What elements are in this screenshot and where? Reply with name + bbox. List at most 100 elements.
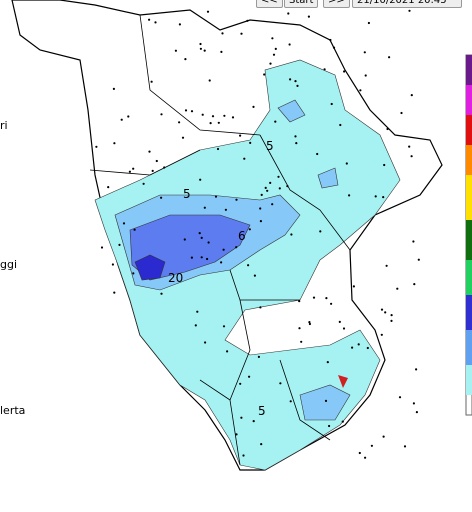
station-dot (288, 43, 291, 46)
station-dot (148, 18, 151, 21)
station-dot (380, 333, 383, 336)
station-dot (120, 118, 123, 121)
station-dot (226, 350, 229, 353)
station-dot (415, 368, 418, 371)
station-dot (323, 68, 326, 71)
station-dot (266, 189, 269, 192)
station-dot (338, 320, 341, 323)
station-dot (386, 127, 389, 131)
station-dot (329, 38, 332, 42)
station-dot (330, 102, 333, 106)
legend-swatch (466, 330, 472, 365)
station-dot (246, 19, 249, 22)
station-dot (271, 203, 274, 206)
station-dot (408, 9, 411, 12)
station-dot (216, 147, 220, 151)
prev-button[interactable]: << (256, 0, 283, 8)
station-dot (163, 166, 166, 169)
station-dot (308, 321, 311, 324)
side-label: ggi (0, 258, 18, 271)
station-dot (127, 115, 130, 118)
station-dot (194, 324, 197, 327)
station-dot (330, 302, 333, 305)
station-dot (184, 58, 187, 61)
station-dot (324, 399, 328, 402)
station-dot (148, 150, 151, 153)
next-button[interactable]: >> (323, 0, 350, 8)
datetime-select[interactable]: 21/10/2021 20:45 (352, 0, 462, 8)
station-dot (220, 261, 223, 264)
station-dot (382, 435, 385, 438)
station-dot (287, 12, 290, 15)
station-dot (128, 170, 131, 173)
station-dot (196, 310, 199, 313)
station-dot (259, 306, 262, 309)
station-dot (184, 109, 188, 112)
station-dot (150, 80, 153, 83)
station-dot (316, 152, 319, 156)
legend-swatch (466, 175, 472, 220)
province-borders (89, 14, 351, 466)
station-dot (209, 122, 212, 125)
rain-very-heavy (134, 254, 166, 281)
station-dot (341, 420, 344, 423)
station-dot (398, 396, 402, 399)
station-dot (203, 206, 206, 209)
station-dot (160, 113, 163, 116)
station-dot (343, 70, 346, 73)
station-dot (300, 340, 303, 343)
station-dot (204, 341, 207, 344)
station-dot (358, 451, 361, 455)
side-label: lerta (0, 404, 26, 417)
station-dot (221, 32, 224, 35)
station-dot (222, 325, 226, 328)
start-button[interactable]: Start (284, 0, 319, 8)
station-dot (190, 110, 194, 113)
location-marker (338, 375, 348, 388)
station-dot (412, 402, 415, 405)
station-dot (260, 193, 263, 196)
station-dot (113, 142, 116, 145)
station-dot (396, 287, 399, 290)
station-dot (351, 346, 354, 349)
station-dot (259, 207, 262, 210)
station-dot (400, 111, 403, 115)
station-dot (269, 181, 272, 184)
station-dot (95, 145, 98, 148)
station-dot (132, 167, 135, 170)
station-dot (132, 272, 135, 275)
station-dot (252, 420, 255, 423)
station-dot (296, 84, 299, 87)
station-dot (248, 375, 251, 378)
station-dot (339, 123, 342, 127)
station-dot (174, 49, 177, 52)
station-dot (206, 10, 210, 13)
station-dot (190, 256, 193, 259)
station-dot (308, 322, 311, 326)
station-dot (239, 134, 242, 137)
station-dot (259, 220, 262, 223)
station-dot (118, 243, 121, 246)
station-dot (271, 37, 274, 40)
station-dot (160, 292, 163, 295)
station-dot (348, 194, 351, 197)
station-dot (312, 296, 316, 299)
legend-swatch (466, 55, 472, 85)
legend-swatch (466, 260, 472, 295)
station-dot (183, 238, 186, 241)
station-dot (374, 195, 377, 198)
station-dot (201, 113, 204, 116)
station-dot (272, 53, 276, 56)
station-dot (181, 136, 185, 139)
station-dot (364, 74, 367, 77)
station-dot (286, 185, 289, 188)
station-dot (415, 411, 418, 414)
station-dot (342, 327, 346, 330)
station-dot (307, 15, 310, 18)
station-dot (223, 114, 226, 117)
station-dot (206, 257, 209, 261)
station-dot (224, 208, 227, 211)
station-dot (370, 444, 373, 447)
station-dot (235, 198, 238, 201)
